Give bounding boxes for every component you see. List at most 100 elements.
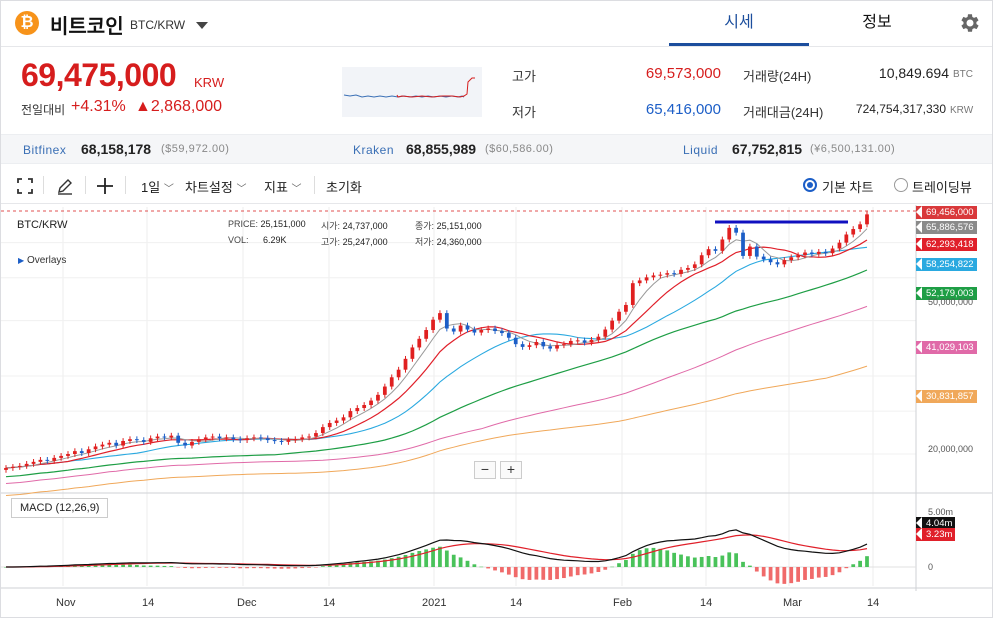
price-label-ma20: 58,254,822 (916, 258, 977, 271)
candle-body (555, 345, 559, 349)
candle-body (651, 275, 656, 278)
x-tick: 14 (323, 597, 336, 609)
macd-histogram-bar (424, 549, 429, 567)
candle-body (59, 455, 63, 458)
macd-histogram-bar (844, 567, 849, 569)
macd-histogram-bar (307, 567, 311, 568)
macd-histogram-bar (789, 567, 794, 584)
candle-body (114, 442, 119, 446)
exchange-alt-liquid: (¥6,500,131.00) (810, 143, 896, 155)
candle-body (816, 251, 821, 254)
macd-histogram-bar (582, 567, 587, 575)
exchange-name-liquid[interactable]: Liquid (683, 143, 719, 157)
fullscreen-icon[interactable] (17, 178, 33, 194)
price-chart[interactable] (1, 205, 993, 618)
candle-body (134, 439, 139, 441)
candle-body (506, 333, 511, 338)
candle-body (782, 260, 787, 265)
macd-histogram-bar (417, 551, 422, 567)
volume-label: 거래량(24H) (743, 69, 812, 84)
indicators-menu[interactable]: 지표 ﹀ (264, 180, 302, 195)
header-divider (1, 46, 992, 47)
macd-histogram-bar (506, 567, 511, 575)
zoom-out-button[interactable]: − (474, 461, 496, 479)
candle-body (851, 229, 856, 235)
candle-body (376, 394, 380, 401)
high-label: 고가 (512, 69, 536, 84)
macd-histogram-bar (286, 567, 291, 569)
crosshair-icon[interactable] (96, 177, 114, 195)
basic-chart-radio[interactable] (803, 178, 817, 192)
exchange-name-kraken[interactable]: Kraken (353, 143, 395, 157)
macd-histogram-bar (617, 563, 621, 567)
macd-histogram-bar (369, 561, 373, 567)
exchange-name-bitfinex[interactable]: Bitfinex (23, 143, 67, 157)
overlays-toggle[interactable]: ▶ Overlays (18, 255, 67, 266)
candle-body (500, 331, 504, 334)
macd-histogram-bar (810, 567, 814, 579)
macd-histogram-bar (768, 567, 773, 581)
tradingview-radio[interactable] (894, 178, 908, 192)
candle-body (858, 224, 862, 230)
macd-histogram-bar (320, 566, 325, 567)
x-tick: 2021 (422, 597, 447, 609)
macd-histogram-bar (300, 567, 305, 569)
change-label: 전일대비 (21, 103, 66, 117)
candle-body (789, 257, 794, 261)
candle-body (679, 269, 683, 274)
interval-select[interactable]: 1일 ﹀ (141, 180, 174, 195)
candle-body (265, 438, 270, 441)
chart-toolbar (1, 166, 992, 204)
macd-histogram-bar (217, 567, 222, 568)
chart-settings-menu[interactable]: 차트설정 ﹀ (185, 180, 247, 195)
zoom-in-button[interactable]: + (500, 461, 522, 479)
macd-histogram-bar (176, 567, 181, 568)
basic-chart-label[interactable]: 기본 차트 (822, 180, 874, 195)
tab-market[interactable]: 시세 (669, 1, 809, 46)
macd-histogram-bar (479, 566, 484, 568)
macd-histogram-bar (183, 567, 187, 568)
candle-body (513, 337, 518, 345)
candle-body (706, 249, 711, 256)
macd-label[interactable]: MACD (12,26,9) (11, 498, 109, 518)
reset-button[interactable]: 초기화 (326, 180, 362, 195)
macd-histogram-bar (851, 564, 856, 567)
tab-info[interactable]: 정보 (862, 14, 892, 31)
low-label: 저가 (512, 105, 536, 120)
macd-histogram-bar (341, 563, 346, 567)
exchange-alt-bitfinex: ($59,972.00) (161, 143, 230, 155)
candle-body (286, 440, 291, 442)
price-label-ma70: 41,029,103 (916, 341, 977, 354)
macd-histogram-bar (644, 548, 649, 567)
candle-body (24, 463, 29, 466)
macd-histogram-bar (513, 567, 518, 578)
macd-histogram-bar (610, 566, 615, 568)
exchange-bar (1, 134, 992, 164)
macd-histogram-bar (748, 565, 752, 567)
candle-body (148, 438, 153, 442)
macd-histogram-bar (114, 564, 119, 567)
candle-body (389, 377, 394, 387)
macd-y-tick: 0 (928, 562, 934, 572)
candle-body (486, 328, 491, 331)
tradingview-label[interactable]: 트레이딩뷰 (912, 180, 972, 195)
pencil-icon[interactable] (56, 177, 74, 195)
low-value: 65,416,000 (645, 101, 721, 118)
ma10-line (5, 239, 868, 469)
toolbar-separator (314, 176, 315, 194)
chevron-down-icon[interactable] (196, 22, 208, 29)
macd-histogram-bar (362, 561, 367, 567)
x-tick: 14 (142, 597, 155, 609)
candle-body (589, 339, 594, 343)
macd-histogram-bar (314, 567, 318, 568)
macd-histogram-bar (741, 561, 745, 567)
macd-histogram-bar (575, 567, 580, 576)
gear-icon[interactable] (958, 11, 982, 35)
volume-value: 10,849.694 (878, 65, 949, 81)
candle-body (796, 255, 800, 258)
candle-body (52, 457, 57, 461)
ma5-line (5, 228, 868, 469)
macd-histogram-bar (382, 559, 387, 567)
x-tick: Nov (56, 597, 76, 609)
macd-histogram-bar (444, 550, 449, 567)
